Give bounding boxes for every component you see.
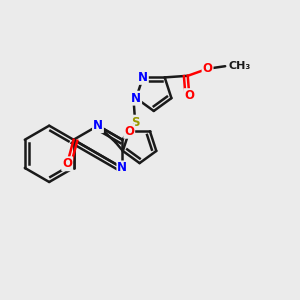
Text: CH₃: CH₃ [228,61,250,71]
Text: N: N [131,92,141,105]
Text: O: O [184,89,194,102]
Text: N: N [93,119,103,132]
Text: N: N [117,161,128,174]
Text: O: O [62,157,72,170]
Text: O: O [202,62,213,75]
Text: O: O [124,125,134,138]
Text: S: S [131,116,140,129]
Text: N: N [138,71,148,84]
